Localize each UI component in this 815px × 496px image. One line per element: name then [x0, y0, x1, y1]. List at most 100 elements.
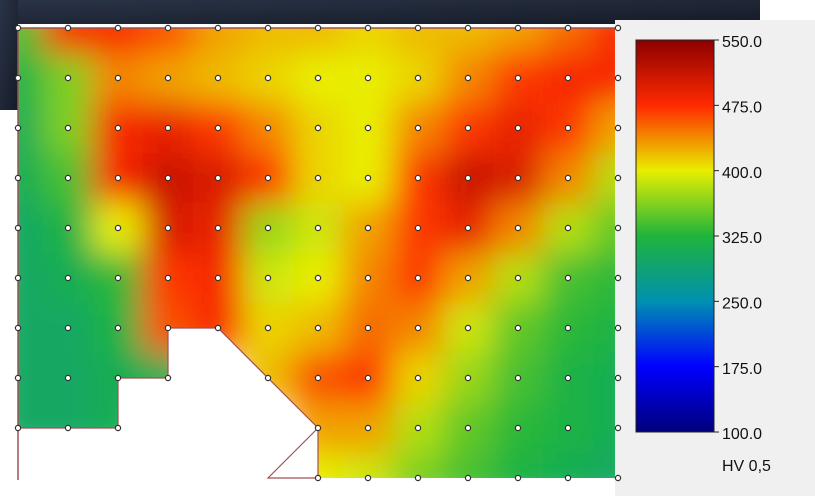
heat-cell	[443, 453, 493, 478]
measure-point	[514, 224, 522, 232]
measure-point	[164, 324, 172, 332]
measure-point	[614, 174, 622, 182]
heat-cell	[143, 28, 193, 53]
measure-point	[64, 324, 72, 332]
measure-point	[64, 74, 72, 82]
measure-point	[614, 74, 622, 82]
colorbar-tick-label: 325.0	[722, 230, 762, 247]
measure-point	[564, 274, 572, 282]
measure-point	[514, 74, 522, 82]
measure-point	[364, 324, 372, 332]
measure-point	[364, 174, 372, 182]
heat-cell	[18, 203, 43, 253]
measure-point	[164, 24, 172, 32]
measure-point	[114, 374, 122, 382]
colorbar-tick-label: 400.0	[722, 165, 762, 182]
measure-point	[464, 74, 472, 82]
measure-point	[264, 174, 272, 182]
measure-point	[614, 424, 622, 432]
measure-point	[14, 324, 22, 332]
heat-cell	[18, 303, 43, 353]
colorbar-tick-label: 175.0	[722, 361, 762, 378]
measure-point	[514, 24, 522, 32]
measure-point	[64, 274, 72, 282]
measure-point	[564, 374, 572, 382]
heat-cell	[43, 28, 93, 53]
measure-point	[514, 424, 522, 432]
measure-point	[214, 174, 222, 182]
photo-background	[0, 0, 18, 110]
measure-point	[214, 124, 222, 132]
measure-point	[364, 74, 372, 82]
measure-point	[114, 74, 122, 82]
measure-point	[364, 274, 372, 282]
heat-cell	[593, 403, 615, 453]
measure-point	[164, 374, 172, 382]
measure-point	[114, 174, 122, 182]
measure-point	[14, 74, 22, 82]
measure-point	[314, 224, 322, 232]
measure-point	[414, 174, 422, 182]
measure-point	[314, 174, 322, 182]
heat-cell	[18, 28, 43, 53]
heat-cell	[593, 203, 615, 253]
heat-cell	[18, 353, 43, 403]
measure-point	[14, 424, 22, 432]
measure-point	[514, 374, 522, 382]
heat-cell	[293, 28, 343, 53]
measure-point	[514, 324, 522, 332]
heat-cell	[193, 28, 243, 53]
measure-point	[314, 124, 322, 132]
heat-cell	[543, 453, 593, 478]
measure-point	[14, 374, 22, 382]
measure-point	[364, 474, 372, 482]
measure-point	[14, 24, 22, 32]
measure-point	[14, 174, 22, 182]
measure-point	[564, 324, 572, 332]
measure-point	[314, 274, 322, 282]
measure-point	[414, 74, 422, 82]
heat-cell	[93, 28, 143, 53]
points	[14, 24, 622, 482]
measure-point	[164, 224, 172, 232]
measure-point	[14, 124, 22, 132]
measure-point	[114, 274, 122, 282]
measure-point	[264, 224, 272, 232]
measure-point	[414, 324, 422, 332]
measure-point	[114, 324, 122, 332]
measure-point	[314, 24, 322, 32]
measure-point	[64, 224, 72, 232]
measure-point	[514, 474, 522, 482]
measure-point	[564, 474, 572, 482]
measure-point	[414, 374, 422, 382]
measure-point	[214, 324, 222, 332]
measure-point	[64, 424, 72, 432]
heat-cell	[393, 28, 443, 53]
colorbar-tick-label: 475.0	[722, 100, 762, 117]
heat-cell	[593, 303, 615, 353]
measure-point	[564, 424, 572, 432]
colorbar	[635, 39, 715, 433]
measure-point	[614, 224, 622, 232]
colorbar-tick-label: 100.0	[722, 426, 762, 443]
colorbar-tick-label: 550.0	[722, 34, 762, 51]
measure-point	[464, 174, 472, 182]
measure-point	[414, 274, 422, 282]
measure-point	[314, 474, 322, 482]
measure-point	[264, 374, 272, 382]
heat-cell	[343, 453, 393, 478]
heat-cell	[343, 28, 393, 53]
measure-point	[314, 374, 322, 382]
measure-point	[364, 374, 372, 382]
measure-point	[314, 74, 322, 82]
measure-point	[164, 174, 172, 182]
measure-point	[464, 324, 472, 332]
measure-point	[514, 174, 522, 182]
measure-point	[464, 274, 472, 282]
heat-cells	[18, 28, 615, 478]
measure-point	[164, 274, 172, 282]
colorbar-tick-label: 250.0	[722, 296, 762, 313]
measure-point	[464, 224, 472, 232]
heat-cell	[18, 153, 43, 203]
measure-point	[264, 124, 272, 132]
